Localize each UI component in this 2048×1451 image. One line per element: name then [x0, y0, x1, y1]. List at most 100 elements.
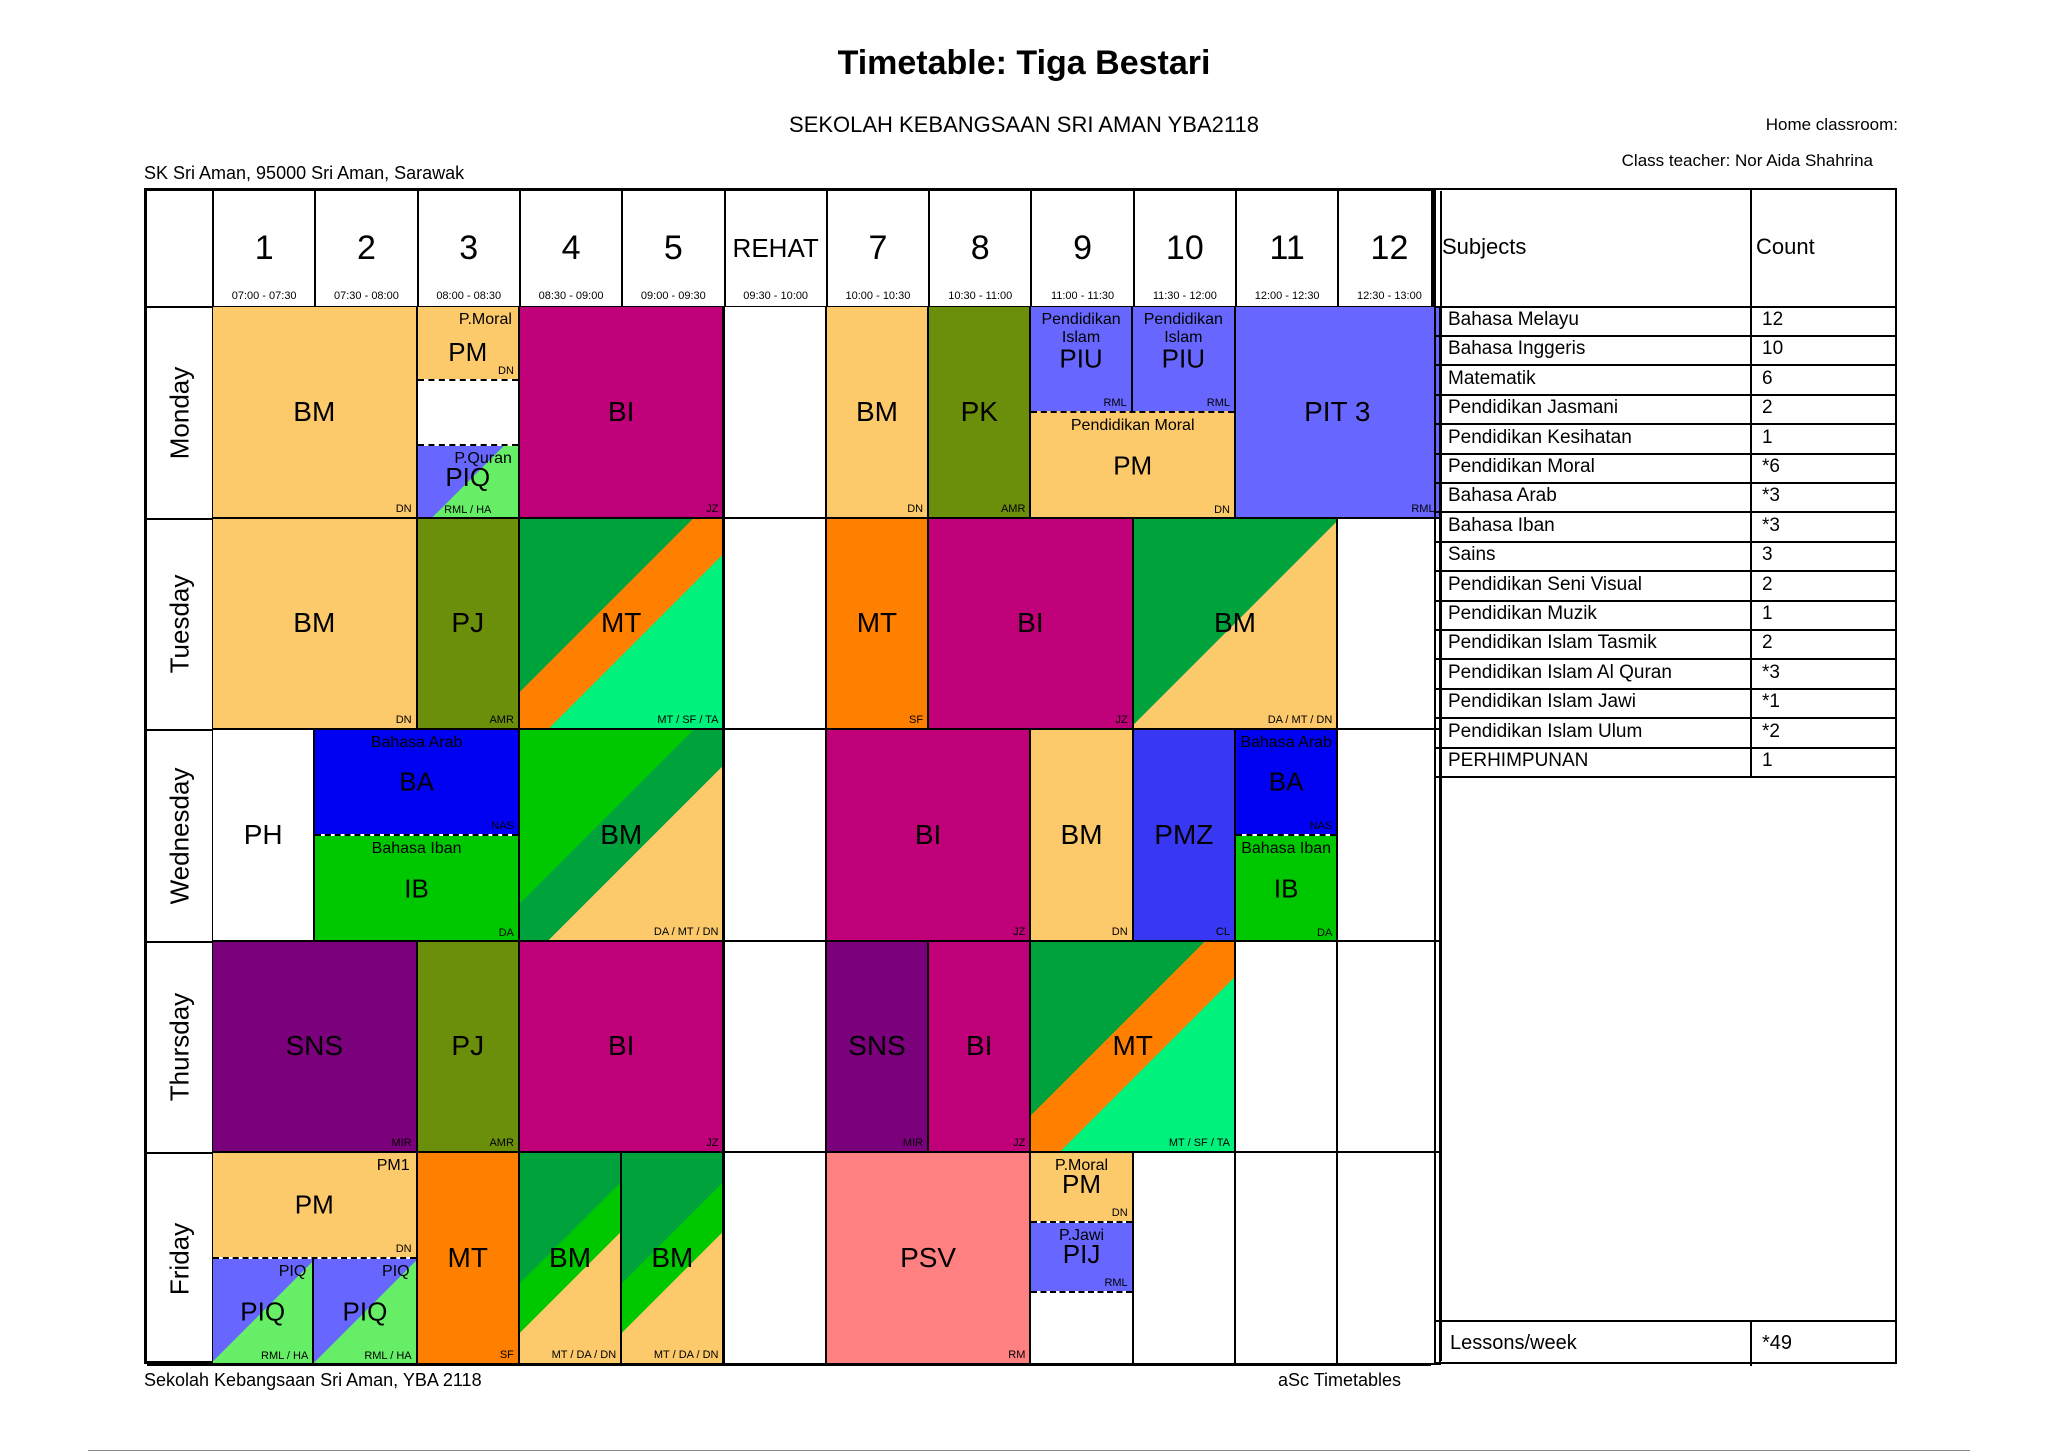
teacher-code: MT / DA / DN: [653, 1348, 719, 1361]
teacher-code: DA / MT / DN: [1267, 714, 1333, 726]
subject-count: 1: [1762, 750, 1773, 771]
day-name: Monday: [164, 366, 195, 460]
subject-code: BI: [914, 818, 942, 850]
period-number: 3: [459, 229, 479, 267]
subject-row: Bahasa Melayu 12: [1436, 306, 1895, 337]
period-time: 09:30 - 10:00: [743, 290, 809, 302]
subject-code: MT: [1112, 1030, 1153, 1062]
period-number: 4: [561, 229, 581, 267]
subject-name: Pendidikan Islam Jawi: [1448, 691, 1636, 713]
lesson-part: Bahasa Iban IB DA: [1236, 836, 1337, 940]
lesson-cell: BI JZ: [929, 518, 1134, 730]
subject-row: Pendidikan Jasmani 2: [1436, 394, 1895, 426]
period-time: 12:30 - 13:00: [1357, 290, 1422, 302]
subject-code: BM: [1213, 607, 1256, 639]
subject-count: 6: [1762, 367, 1773, 389]
period-number: 10: [1165, 229, 1204, 267]
subject-code: PSV: [900, 1241, 957, 1273]
lesson-label: PIQ: [278, 1263, 307, 1280]
lesson-part: Bahasa Arab BA NAS: [1236, 730, 1337, 834]
lesson-label: Pendidikan Islam: [1041, 311, 1121, 346]
subject-row: Pendidikan Islam Al Quran *3: [1436, 658, 1895, 690]
teacher-code: MT / SF / TA: [657, 714, 719, 726]
lesson-label: P.Jawi: [1059, 1227, 1105, 1244]
period-header: 5 09:00 - 09:30: [622, 191, 724, 306]
lesson-cell: SNS MIR: [213, 941, 418, 1153]
teacher-code: DN: [1214, 504, 1230, 516]
period-time: 07:30 - 08:00: [334, 290, 399, 302]
subject-count: 3: [1762, 544, 1773, 566]
lesson-cell: MT MT / SF / TA: [1031, 941, 1236, 1153]
teacher-code: DN: [498, 365, 514, 377]
teacher-code: SF: [499, 1348, 514, 1361]
period-time: 12:00 - 12:30: [1254, 290, 1320, 302]
lesson-label: Bahasa Arab: [370, 734, 463, 751]
lessons-per-week-count: *49: [1762, 1332, 1793, 1354]
subject-code: BI: [607, 1030, 635, 1062]
subject-code: PK: [960, 395, 998, 427]
period-number: 8: [970, 229, 990, 267]
teacher-code: DN: [395, 1243, 412, 1255]
teacher-code: JZ: [1013, 1137, 1026, 1149]
period-time: 08:30 - 09:00: [538, 290, 604, 302]
lesson-cell: PH: [213, 730, 316, 942]
subject-row: Pendidikan Islam Tasmik 2: [1436, 629, 1895, 661]
teacher-code: JZ: [1115, 714, 1128, 726]
lesson-cell: BI JZ: [826, 730, 1032, 942]
day-name: Friday: [164, 1222, 195, 1295]
rehat-cell: [724, 307, 827, 519]
subject-count: *6: [1762, 456, 1780, 477]
period-header: 11 12:00 - 12:30: [1236, 191, 1338, 306]
class-teacher: Class teacher: Nor Aida Shahrina: [1621, 151, 1873, 170]
subject-row: Pendidikan Muzik 1: [1436, 600, 1895, 631]
subject-name: Pendidikan Jasmani: [1448, 397, 1619, 419]
day-name: Thursday: [164, 993, 195, 1102]
empty-cell: [1338, 1153, 1441, 1365]
subject-name: Pendidikan Islam Ulum: [1448, 720, 1643, 742]
day-label: Tuesday: [147, 519, 213, 731]
lesson-cell: PSV RM: [826, 1153, 1032, 1365]
subject-name: PERHIMPUNAN: [1448, 750, 1589, 771]
subject-name: Pendidikan Kesihatan: [1448, 426, 1632, 448]
subject-code: BM: [549, 1241, 592, 1273]
lesson-cell: MT SF: [417, 1153, 520, 1365]
empty-cell: [1236, 941, 1339, 1153]
subject-row: Pendidikan Seni Visual 2: [1436, 570, 1895, 602]
period-header: 2 07:30 - 08:00: [315, 191, 417, 306]
teacher-code: NAS: [491, 820, 514, 832]
subject-name: Bahasa Inggeris: [1448, 338, 1586, 360]
subject-count: 2: [1762, 397, 1773, 419]
subject-name: Pendidikan Moral: [1448, 456, 1595, 477]
subject-row: Pendidikan Islam Ulum *2: [1436, 717, 1895, 749]
lesson-cell: Bahasa Arab BA NAS Bahasa Iban IB DA: [1236, 730, 1339, 942]
rehat-cell: [724, 518, 827, 730]
subject-count: *3: [1762, 485, 1780, 507]
teacher-code: RML: [1206, 397, 1230, 409]
teacher-code: DN: [395, 714, 412, 726]
subject-code: SNS: [848, 1030, 906, 1062]
subject-code: BM: [651, 1241, 694, 1273]
period-number: 5: [663, 229, 683, 267]
rehat-cell: [724, 941, 827, 1153]
lesson-label: Bahasa Arab: [1240, 734, 1332, 751]
period-header: 10 11:30 - 12:00: [1134, 191, 1236, 306]
lesson-cell: MT MT / SF / TA: [519, 518, 725, 730]
lesson-cell: BM MT / DA / DN: [519, 1153, 623, 1365]
period-time: 11:30 - 12:00: [1152, 290, 1217, 302]
home-classroom: Home classroom:: [1765, 115, 1898, 134]
teacher-code: DN: [1111, 1207, 1128, 1219]
teacher-code: AMR: [489, 714, 514, 726]
teacher-code: RM: [1008, 1348, 1026, 1361]
teacher-code: MT / SF / TA: [1168, 1137, 1230, 1149]
period-number: REHAT: [732, 233, 819, 263]
period-number: 12: [1370, 229, 1409, 267]
subject-name: Pendidikan Muzik: [1448, 603, 1597, 624]
teacher-code: SF: [909, 714, 924, 726]
period-header: 4 08:30 - 09:00: [520, 191, 622, 306]
lesson-part: P.Jawi PIJ RML: [1031, 1223, 1132, 1291]
teacher-code: DN: [907, 502, 924, 515]
subject-code: PM: [1113, 450, 1153, 480]
subject-code: MT: [447, 1241, 488, 1273]
lessons-per-week-label: Lessons/week: [1450, 1332, 1577, 1354]
subject-code: BM: [855, 395, 898, 427]
